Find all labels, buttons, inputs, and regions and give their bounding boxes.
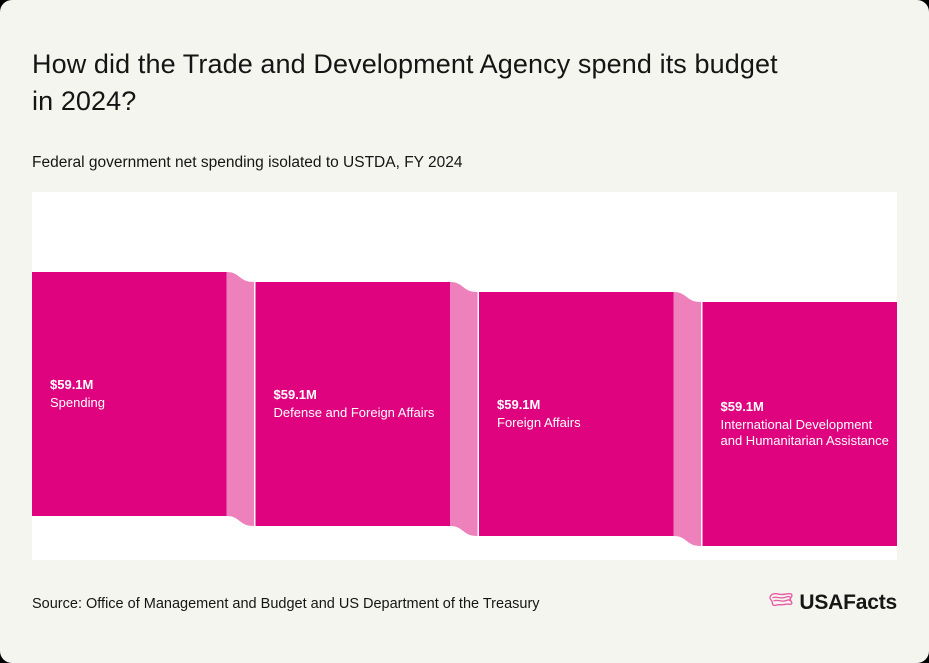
source-attribution: Source: Office of Management and Budget … bbox=[32, 596, 540, 612]
sankey-node-bar[interactable] bbox=[479, 292, 674, 536]
sankey-link[interactable] bbox=[450, 282, 478, 536]
sankey-plot-area: $59.1M Spending $59.1M Defense and Foreign … bbox=[32, 192, 897, 560]
page-title: How did the Trade and Development Agency… bbox=[32, 46, 902, 120]
sankey-node-bar[interactable] bbox=[32, 272, 227, 516]
sankey-node-bar[interactable] bbox=[702, 302, 898, 546]
sankey-link[interactable] bbox=[226, 272, 255, 526]
usafacts-wordmark: USAFacts bbox=[799, 591, 897, 614]
usafacts-map-icon bbox=[768, 591, 794, 615]
usafacts-logo: USAFacts bbox=[768, 591, 897, 615]
page-title-line1: How did the Trade and Development Agency… bbox=[32, 49, 778, 79]
page-title-line2: in 2024? bbox=[32, 86, 137, 116]
sankey-node-bar[interactable] bbox=[255, 282, 451, 526]
chart-subtitle: Federal government net spending isolated… bbox=[32, 154, 463, 171]
sankey-link[interactable] bbox=[673, 292, 702, 546]
